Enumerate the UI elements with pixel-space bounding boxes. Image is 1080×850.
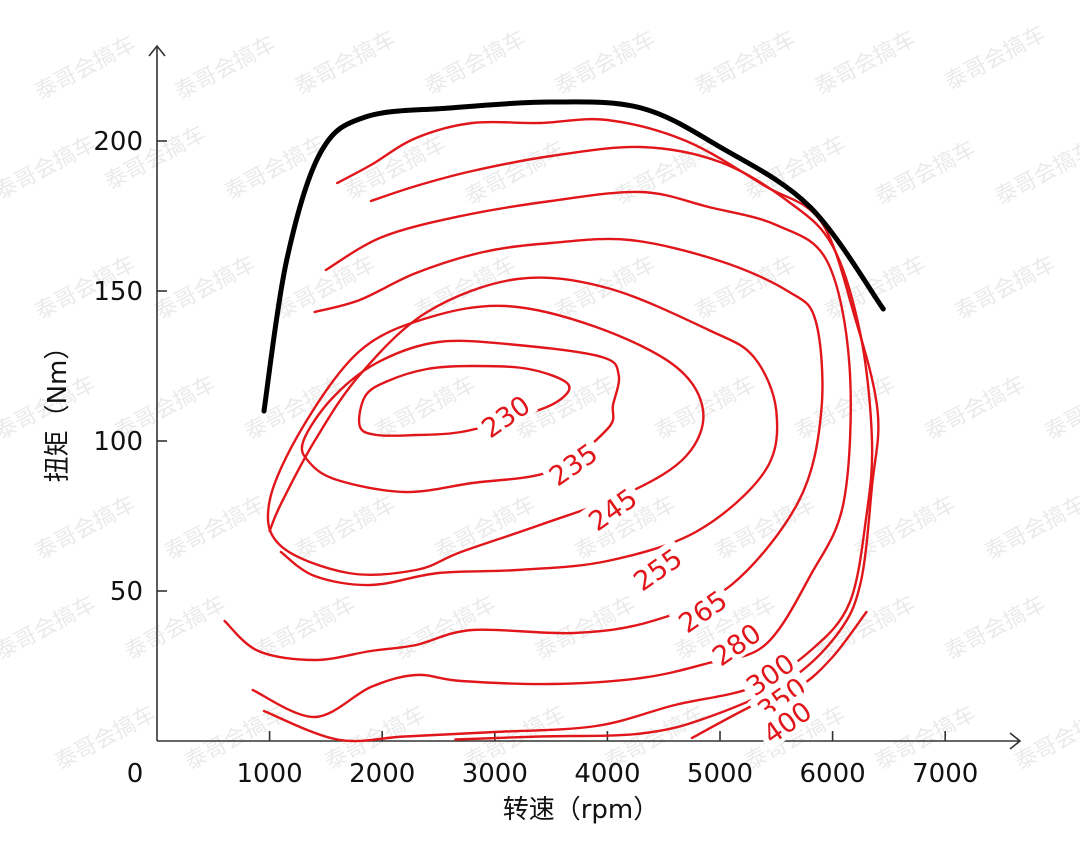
y-axis-arrow (148, 44, 166, 57)
contour-label-backdrop (747, 667, 814, 727)
axes: 1000 2000 3000 4000 5000 6000 7000 50 100 150 200 (93, 44, 1022, 789)
watermark-text: 泰哥会搞车 (951, 252, 1060, 326)
watermark-text: 泰哥会搞车 (171, 32, 280, 106)
y-tick-label: 150 (93, 277, 143, 307)
watermark-text: 泰哥会搞车 (291, 492, 400, 566)
watermark-text: 泰哥会搞车 (711, 492, 820, 566)
x-tick-label: 4000 (574, 759, 640, 789)
contour-label-backdrop (702, 613, 769, 673)
y-tick-label: 100 (93, 427, 143, 457)
watermark-text: 泰哥会搞车 (161, 492, 270, 566)
origin-label: 0 (127, 759, 144, 789)
x-tick-label: 5000 (687, 759, 753, 789)
watermark-text: 泰哥会搞车 (391, 592, 500, 666)
contour-line-280 (251, 190, 852, 719)
max-torque-curve (261, 99, 886, 414)
watermark-text: 泰哥会搞车 (0, 132, 100, 206)
contour-line-230 (357, 364, 571, 437)
x-axis-title: 转速（rpm） (503, 795, 660, 825)
watermark-text: 泰哥会搞车 (0, 592, 100, 666)
contour-label-backdrop (471, 385, 539, 445)
watermark-text: 泰哥会搞车 (941, 592, 1050, 666)
watermark-text: 泰哥会搞车 (411, 252, 520, 326)
max-torque-layer (261, 99, 886, 414)
watermark-text: 泰哥会搞车 (871, 137, 980, 211)
watermark-text: 泰哥会搞车 (341, 132, 450, 206)
x-axis-arrow (1009, 732, 1022, 750)
watermark-text: 泰哥会搞车 (461, 137, 570, 211)
y-axis-title: 扭矩（Nm） (43, 334, 73, 483)
x-tick-label: 1000 (237, 759, 303, 789)
x-tick-label: 2000 (349, 759, 415, 789)
watermark-text: 泰哥会搞车 (991, 137, 1080, 211)
y-tick-label: 200 (93, 127, 143, 157)
contour-line-245 (266, 304, 705, 576)
watermark-text: 泰哥会搞车 (421, 27, 530, 101)
watermark-text: 泰哥会搞车 (1011, 702, 1080, 776)
watermark-text: 泰哥会搞车 (791, 372, 900, 446)
watermark-text: 泰哥会搞车 (651, 372, 760, 446)
watermark-text: 泰哥会搞车 (981, 492, 1080, 566)
contour-line-235 (300, 339, 621, 494)
watermark-text: 泰哥会搞车 (31, 32, 140, 106)
x-tick-label: 7000 (912, 759, 978, 789)
contour-label-backdrop (539, 433, 606, 493)
watermark-text: 泰哥会搞车 (551, 27, 660, 101)
watermark-layer: 泰哥会搞车 泰哥会搞车 泰哥会搞车 泰哥会搞车 泰哥会搞车 泰哥会搞车 泰哥会搞车 泰哥会搞车… (0, 22, 1080, 776)
contour-label-backdrop (668, 580, 736, 640)
watermark-text: 泰哥会搞车 (1041, 372, 1080, 446)
contour-label-backdrop (736, 643, 803, 703)
watermark-text: 泰哥会搞车 (291, 27, 400, 101)
contour-line-265 (223, 237, 824, 662)
watermark-text: 泰哥会搞车 (431, 492, 540, 566)
watermark-text: 泰哥会搞车 (31, 492, 140, 566)
contour-label-backdrop (623, 538, 691, 598)
watermark-text: 泰哥会搞车 (51, 702, 160, 776)
watermark-text: 泰哥会搞车 (811, 592, 920, 666)
watermark-text: 泰哥会搞车 (811, 27, 920, 101)
watermark-text: 泰哥会搞车 (921, 372, 1030, 446)
x-tick-label: 3000 (462, 759, 528, 789)
x-tick-label: 6000 (800, 759, 866, 789)
watermark-text: 泰哥会搞车 (941, 22, 1050, 96)
contour-line-350 (336, 117, 880, 741)
watermark-text: 泰哥会搞车 (151, 252, 260, 326)
watermark-text: 泰哥会搞车 (691, 27, 800, 101)
contour-layer (223, 117, 880, 743)
contour-line-300 (262, 145, 874, 743)
y-tick-label: 50 (110, 577, 143, 607)
contour-line-255 (268, 276, 779, 587)
contour-label-backdrop (753, 691, 820, 751)
contour-label-backdrop (578, 478, 646, 538)
